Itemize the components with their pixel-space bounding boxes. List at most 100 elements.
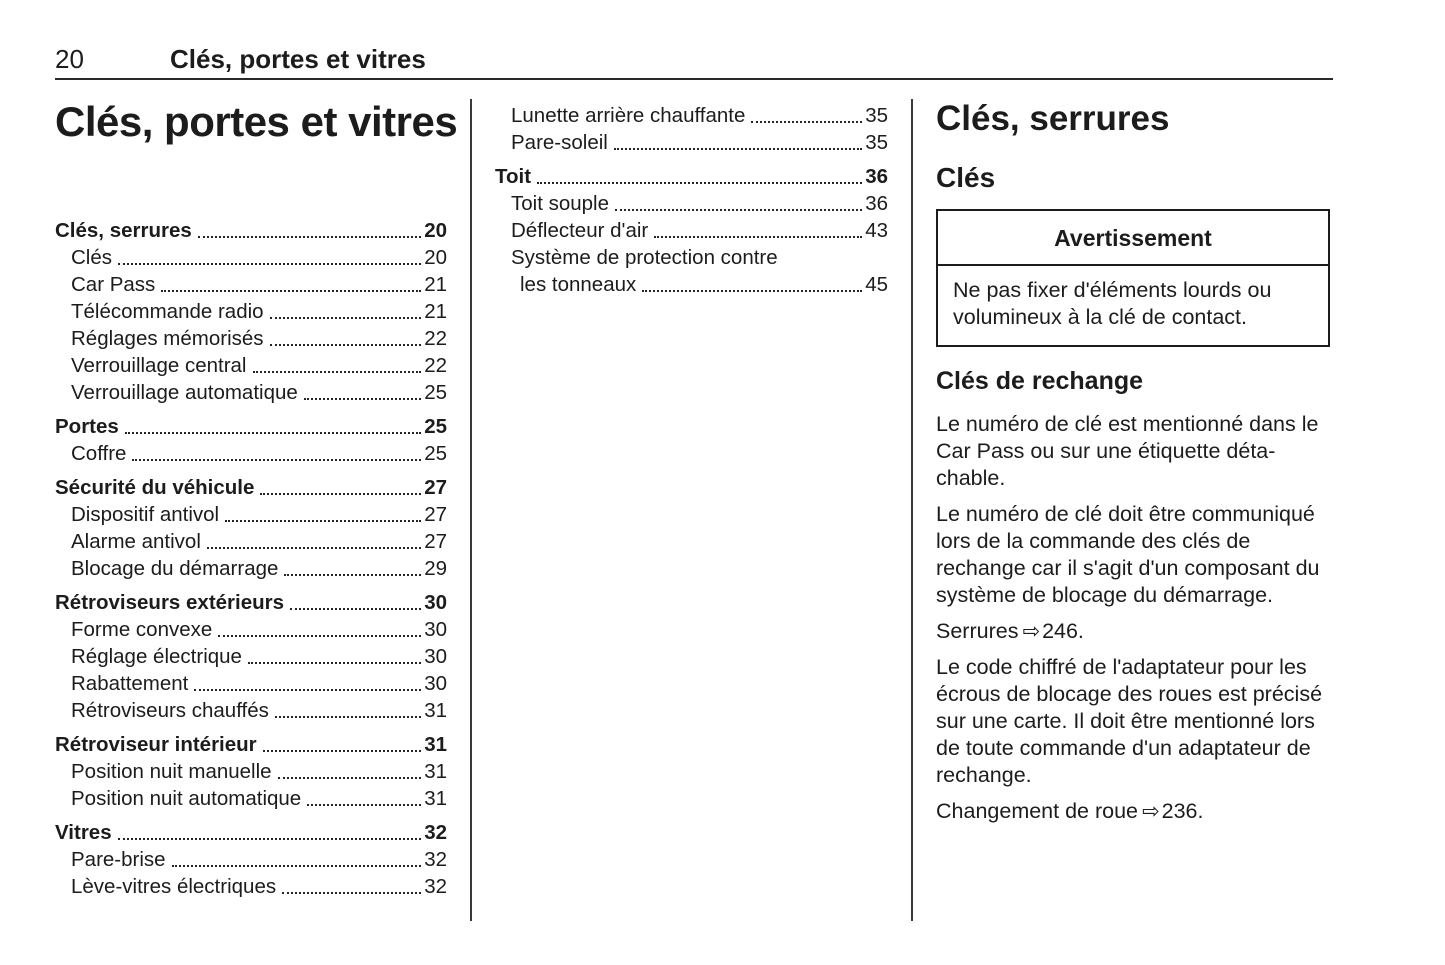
toc-entry-page: 22 bbox=[424, 354, 447, 377]
toc-entry: Coffre 25 bbox=[55, 440, 447, 467]
toc-entry-page: 25 bbox=[424, 442, 447, 465]
toc-dot-leader bbox=[615, 209, 863, 211]
header-rule bbox=[55, 78, 1333, 80]
page-number: 20 bbox=[55, 44, 84, 74]
toc-dot-leader bbox=[290, 608, 422, 610]
toc-entry-label: Position nuit automatique bbox=[71, 787, 302, 810]
toc-entry: Rabattement 30 bbox=[55, 670, 447, 697]
toc-dot-leader bbox=[218, 635, 422, 637]
toc-entry-label: Verrouillage automatique bbox=[71, 381, 298, 404]
toc-entry-page: 45 bbox=[865, 273, 888, 296]
chapter-title: Clés, portes et vitres bbox=[55, 98, 458, 145]
running-header: 20 Clés, portes et vitres bbox=[0, 0, 1445, 74]
paragraph: Le code chiffré de l'adaptateur pour les… bbox=[936, 655, 1323, 787]
toc-entry: Dispositif antivol 27 bbox=[55, 501, 447, 528]
toc-entry-label: Position nuit manuelle bbox=[71, 760, 272, 783]
toc-dot-leader bbox=[537, 182, 863, 184]
toc-entry: Vitres 32 bbox=[55, 819, 447, 846]
section-title: Clés, serrures bbox=[936, 99, 1170, 138]
toc-entry-page: 22 bbox=[424, 327, 447, 350]
cross-reference-label: Changement de roue bbox=[936, 799, 1139, 823]
toc-entry-label: Clés bbox=[71, 246, 113, 269]
toc-entry-page: 25 bbox=[424, 381, 447, 404]
toc-entry: Rétroviseur intérieur 31 bbox=[55, 731, 447, 758]
toc-entry-page: 32 bbox=[424, 848, 447, 871]
toc-dot-leader bbox=[269, 317, 422, 319]
toc-entry-page: 21 bbox=[424, 273, 447, 296]
toc-entry: Rétroviseurs extérieurs 30 bbox=[55, 589, 447, 616]
toc-dot-leader bbox=[118, 263, 422, 265]
toc-dot-leader bbox=[194, 689, 422, 691]
toc-entry: Verrouillage central 22 bbox=[55, 352, 447, 379]
cross-reference-label: Serrures bbox=[936, 619, 1019, 643]
toc-dot-leader bbox=[284, 574, 422, 576]
toc-entry-page: 31 bbox=[424, 733, 447, 756]
toc-column-2: Lunette arrière chauffante 35 Pare-solei… bbox=[495, 102, 888, 298]
toc-entry-label: Clés, serrures bbox=[55, 219, 192, 242]
toc-entry: Alarme antivol 27 bbox=[55, 528, 447, 555]
toc-dot-leader bbox=[262, 750, 422, 752]
toc-dot-leader bbox=[247, 662, 422, 664]
warning-body: Ne pas fixer d'éléments lourds ou volumi… bbox=[953, 278, 1272, 329]
toc-entry-label: Réglages mémorisés bbox=[71, 327, 264, 350]
toc-entry: Lunette arrière chauffante 35 bbox=[495, 102, 888, 129]
toc-entry-label: Vitres bbox=[55, 821, 112, 844]
toc-entry-label: Télécommande radio bbox=[71, 300, 264, 323]
toc-dot-leader bbox=[751, 121, 863, 123]
toc-entry: Pare-soleil 35 bbox=[495, 129, 888, 156]
toc-dot-leader bbox=[171, 865, 422, 867]
toc-entry-page: 30 bbox=[424, 672, 447, 695]
toc-entry: Verrouillage automatique 25 bbox=[55, 379, 447, 406]
toc-entry-page: 31 bbox=[424, 760, 447, 783]
toc-dot-leader bbox=[282, 892, 422, 894]
toc-entry-label: Portes bbox=[55, 415, 119, 438]
toc-entry-page: 36 bbox=[865, 165, 888, 188]
toc-entry-label: Coffre bbox=[71, 442, 127, 465]
toc-entry: Toit 36 bbox=[495, 163, 888, 190]
page-ref-arrow-icon: ⇨ bbox=[1142, 800, 1160, 823]
toc-entry-page: 43 bbox=[865, 219, 888, 242]
toc-dot-leader bbox=[642, 290, 863, 292]
toc-entry-page: 27 bbox=[424, 503, 447, 526]
toc-entry: Lève-vitres électriques 32 bbox=[55, 873, 447, 900]
toc-entry: Système de protection contre bbox=[495, 244, 888, 271]
toc-column-1-wrapper: Clés, portes et vitres Clés, serrures 20… bbox=[55, 98, 458, 900]
toc-entry: Car Pass 21 bbox=[55, 271, 447, 298]
page-columns: Clés, portes et vitres Clés, serrures 20… bbox=[0, 80, 1445, 921]
toc-entry-label: Lunette arrière chauffante bbox=[511, 104, 746, 127]
toc-entry: Toit souple 36 bbox=[495, 190, 888, 217]
toc-dot-leader bbox=[252, 371, 422, 373]
toc-entry-label: Blocage du démarrage bbox=[71, 557, 279, 580]
article-column: Clés, serrures Clés Avertissement Ne pas… bbox=[936, 99, 1330, 834]
toc-entry: Pare-brise 32 bbox=[55, 846, 447, 873]
toc-entry-page: 21 bbox=[424, 300, 447, 323]
toc-entry-label: Réglage électrique bbox=[71, 645, 242, 668]
toc-entry-label: Rétroviseurs chauffés bbox=[71, 699, 269, 722]
toc-entry-page: 32 bbox=[424, 821, 447, 844]
toc-entry-page: 31 bbox=[424, 787, 447, 810]
toc-entry-page: 20 bbox=[424, 219, 447, 242]
toc-entry: les tonneaux 45 bbox=[495, 271, 888, 298]
subsection-title: Clés bbox=[936, 162, 996, 193]
page-ref-arrow-icon: ⇨ bbox=[1022, 620, 1041, 643]
toc-entry-label: Forme convexe bbox=[71, 618, 213, 641]
toc-entry: Blocage du démarrage 29 bbox=[55, 555, 447, 582]
toc-entry-label: Verrouillage central bbox=[71, 354, 247, 377]
toc-dot-leader bbox=[197, 236, 422, 238]
running-chapter-title: Clés, portes et vitres bbox=[170, 44, 426, 74]
toc-entry-label: Déflecteur d'air bbox=[511, 219, 649, 242]
toc-dot-leader bbox=[613, 148, 863, 150]
toc-entry-label: Rétroviseurs extérieurs bbox=[55, 591, 285, 614]
article-paragraphs: Le numéro de clé est mentionné dans le C… bbox=[936, 411, 1330, 825]
toc-entry-label: Toit bbox=[495, 165, 532, 188]
toc-dot-leader bbox=[277, 777, 422, 779]
toc-entry-label: Toit souple bbox=[511, 192, 610, 215]
toc-entry-label: les tonneaux bbox=[520, 273, 637, 296]
cross-reference: Serrures ⇨246. bbox=[936, 618, 1330, 645]
warning-box: Avertissement Ne pas fixer d'éléments lo… bbox=[936, 209, 1330, 347]
toc-entry-page: 27 bbox=[424, 476, 447, 499]
toc-entry-page: 30 bbox=[424, 591, 447, 614]
toc-entry-label: Dispositif antivol bbox=[71, 503, 220, 526]
toc-entry: Réglage électrique 30 bbox=[55, 643, 447, 670]
